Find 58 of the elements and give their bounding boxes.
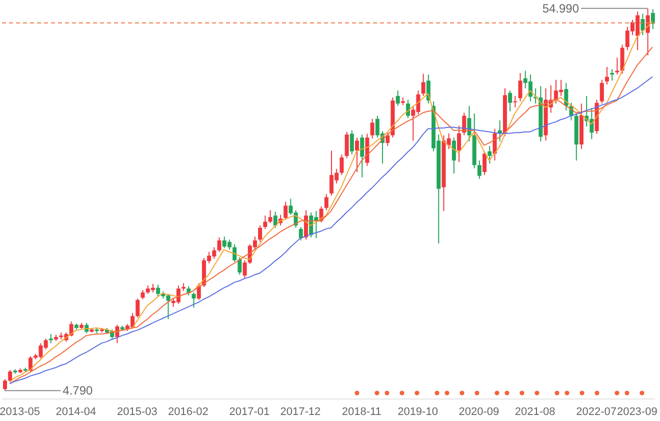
x-tick-label: 2016-02 xyxy=(168,406,208,418)
candlestick xyxy=(396,90,400,106)
x-tick-label: 2018-11 xyxy=(342,406,382,418)
candlestick xyxy=(610,68,614,82)
candlestick xyxy=(344,131,349,159)
candlestick xyxy=(3,378,7,392)
x-tick-label: 2020-09 xyxy=(458,406,500,418)
candlestick xyxy=(452,137,456,174)
candlestick xyxy=(421,73,426,96)
candlestick xyxy=(192,292,196,308)
x-tick-label: 2023-09 xyxy=(616,406,658,418)
x-tick-label: 2017-12 xyxy=(280,406,321,418)
candlestick xyxy=(69,320,74,337)
candlestick xyxy=(48,334,53,344)
annotation: 4.790 xyxy=(62,384,94,398)
candlestick xyxy=(508,90,512,112)
candlestick xyxy=(156,284,160,297)
candlestick xyxy=(604,66,609,85)
candlestick xyxy=(273,211,278,228)
candlestick xyxy=(217,236,222,252)
candlestick xyxy=(355,137,360,172)
candlestick xyxy=(467,105,472,142)
candlestick xyxy=(482,150,487,176)
candlestick xyxy=(386,132,390,146)
candlestick xyxy=(360,134,364,178)
candlestick xyxy=(640,13,645,36)
x-tick-label: 2014-04 xyxy=(56,406,96,418)
candlestick xyxy=(620,44,624,74)
x-tick-label: 2022-07 xyxy=(576,406,617,418)
candlestick xyxy=(298,226,303,241)
candlestick xyxy=(8,369,12,383)
candlestick xyxy=(457,125,462,163)
x-tick-label: 2019-10 xyxy=(398,406,438,418)
candlestick xyxy=(477,160,482,180)
candlestick xyxy=(258,224,262,242)
x-tick-label: 2017-01 xyxy=(229,406,270,418)
candlestick xyxy=(140,290,145,300)
candlestick xyxy=(615,57,620,76)
candlestick xyxy=(268,210,272,224)
x-tick-label: 2013-05 xyxy=(0,406,40,418)
candlestick xyxy=(263,215,268,230)
candlestick xyxy=(28,356,33,372)
candlestick xyxy=(370,118,374,139)
x-tick-label: 2021-08 xyxy=(514,406,556,418)
candlestick xyxy=(513,95,518,108)
candlestick xyxy=(350,130,354,155)
annotation: 54.990 xyxy=(542,1,580,16)
candlestick xyxy=(518,72,522,102)
candlestick xyxy=(406,99,410,119)
candlestick xyxy=(136,298,140,318)
candlestick xyxy=(564,82,568,111)
candlestick xyxy=(340,154,344,176)
candlestick xyxy=(284,201,288,220)
x-tick-label: 2015-03 xyxy=(117,406,158,418)
candlestick xyxy=(242,260,247,278)
candlestick xyxy=(324,194,328,211)
candlestick xyxy=(600,79,604,104)
candlestick xyxy=(488,145,492,164)
